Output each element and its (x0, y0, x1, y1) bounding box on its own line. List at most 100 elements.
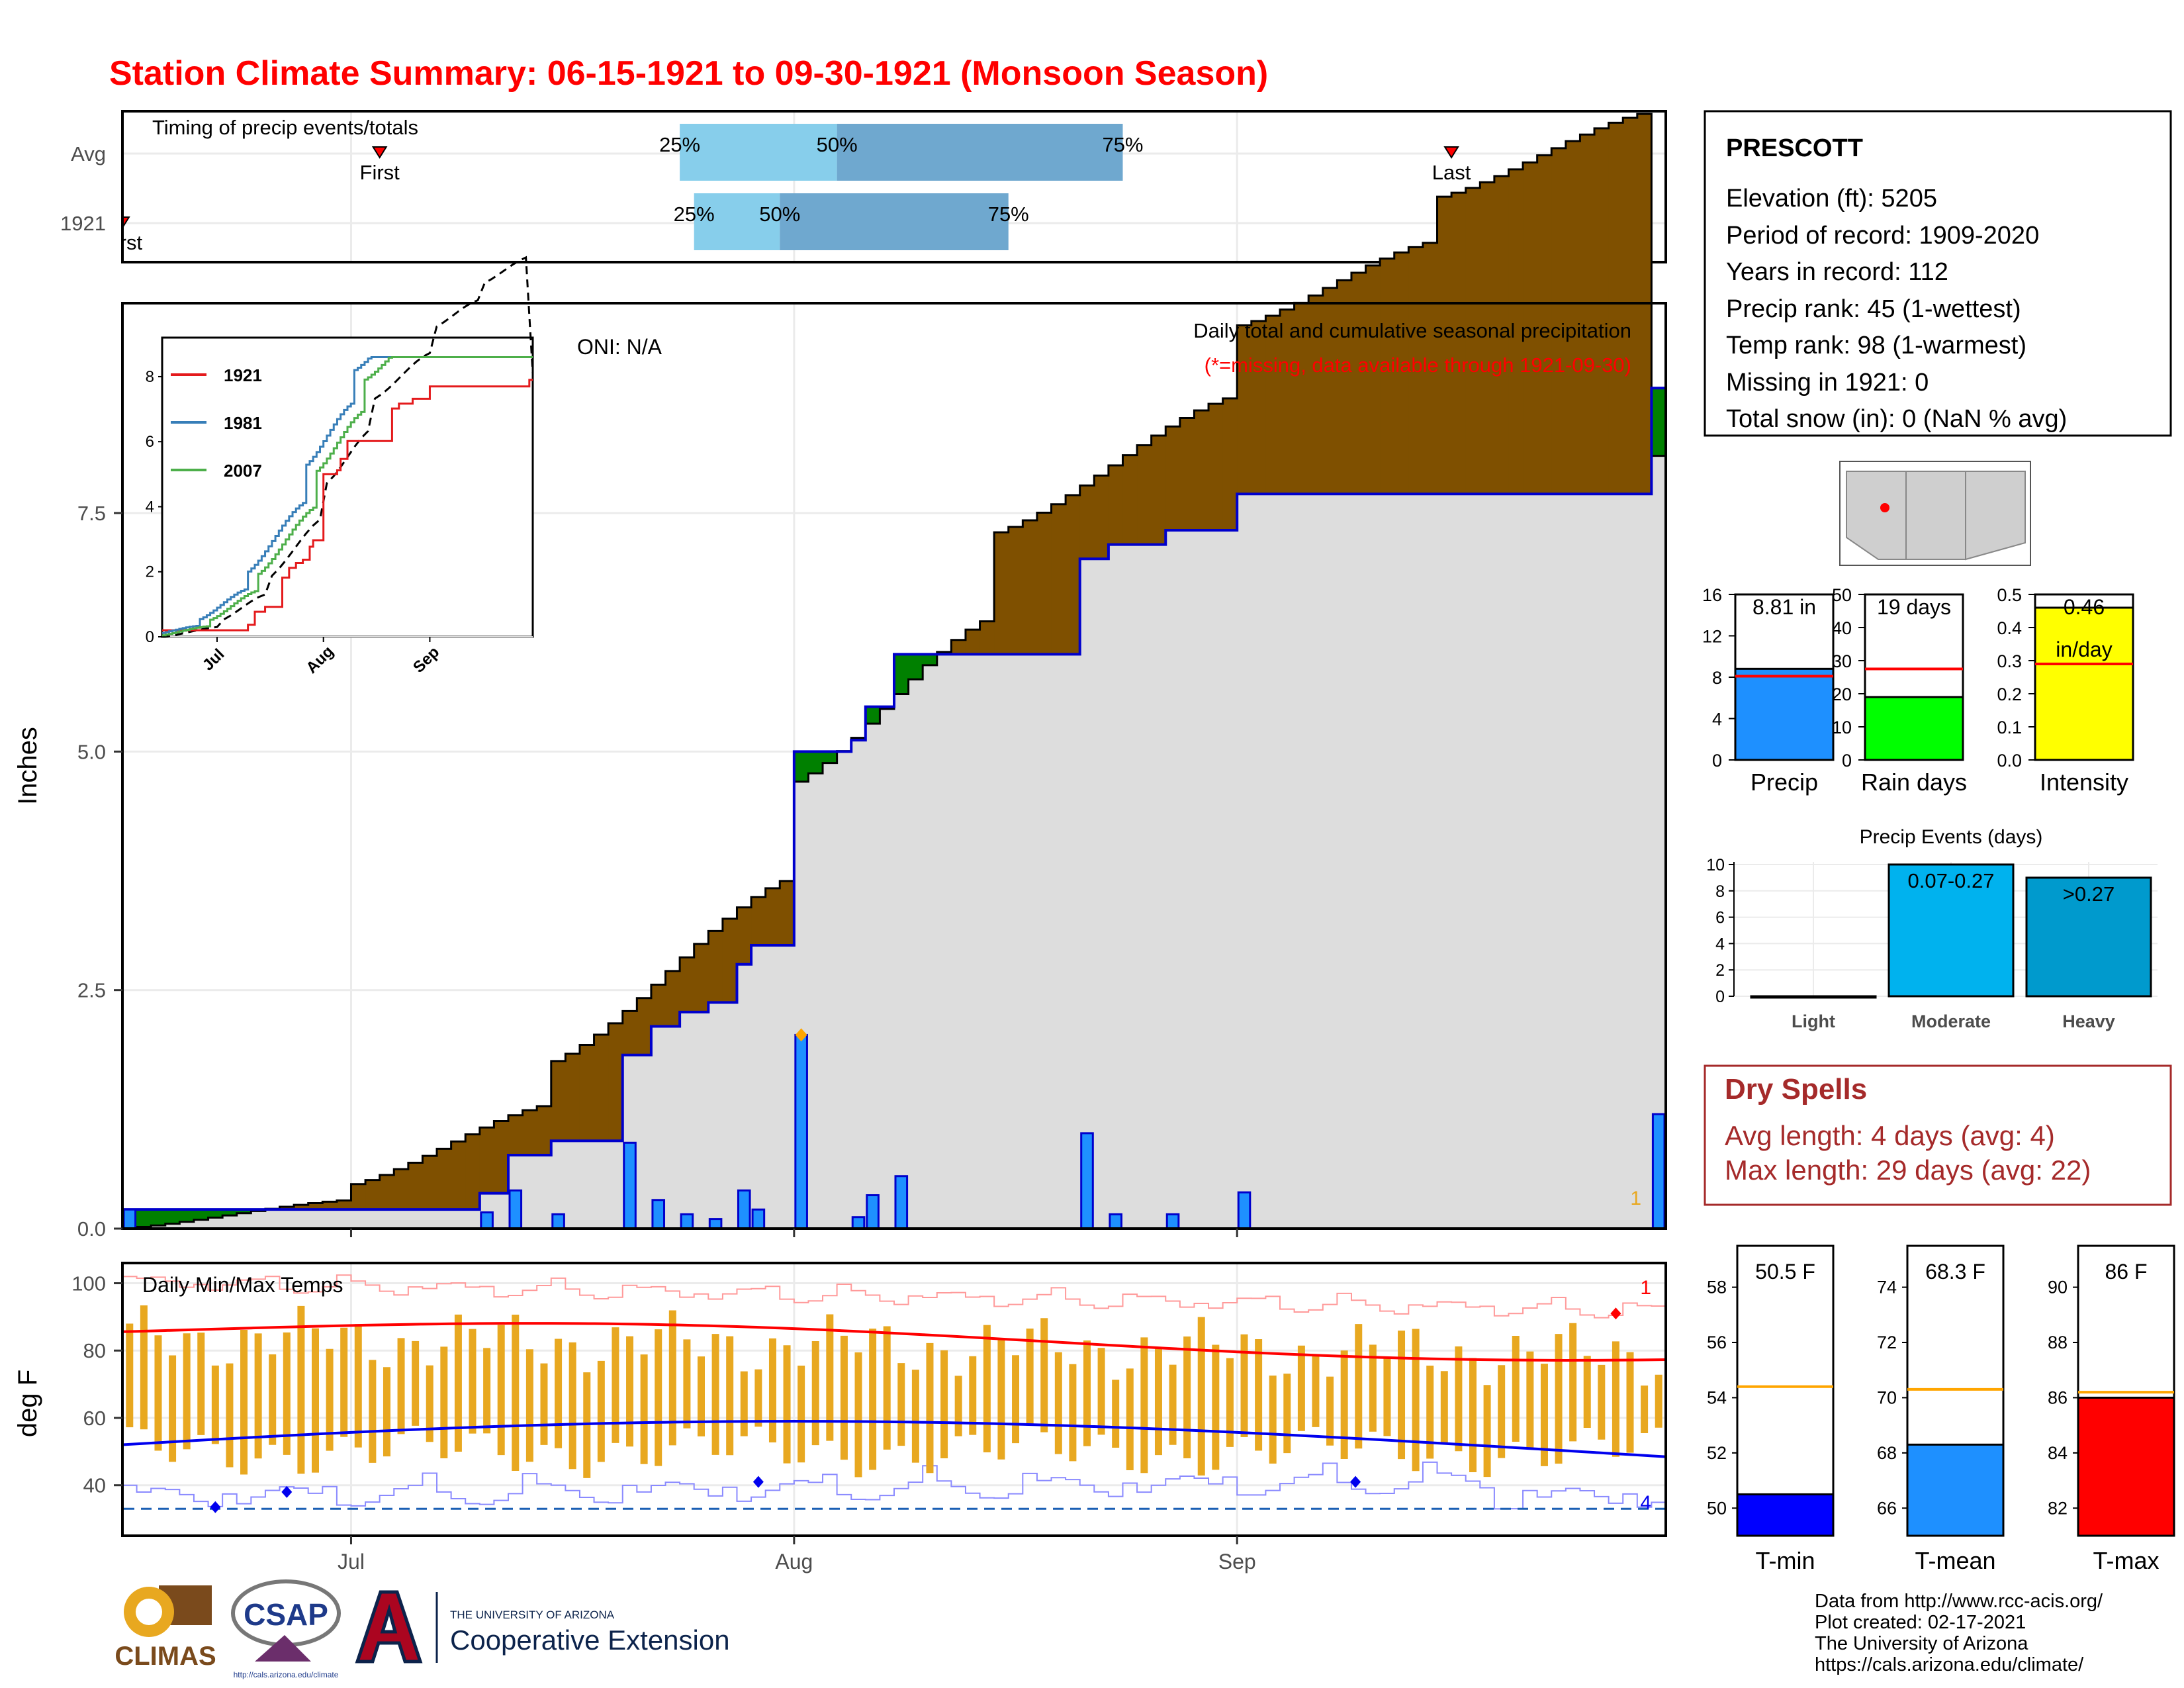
summary-bar-value (1865, 697, 1963, 760)
temp-title: Daily Min/Max Temps (142, 1273, 343, 1297)
temp-summary-ytick-label: 70 (1877, 1387, 1897, 1407)
temp-summary-value-bar (1907, 1444, 2003, 1536)
temp-summary-label: T-mean (1915, 1547, 1995, 1574)
above-average-fill (137, 1209, 152, 1227)
month-label: Aug (775, 1550, 813, 1573)
events-ytick-label: 6 (1715, 909, 1725, 927)
below-average-fill (1180, 418, 1195, 530)
below-average-fill (1566, 141, 1580, 494)
precip-ylabel: Inches (13, 727, 42, 805)
daily-precip-bar (481, 1212, 493, 1229)
below-average-fill (537, 1106, 551, 1155)
csap-logo-url: http://cals.arizona.edu/climate (234, 1670, 339, 1679)
temp-summary-ytick-label: 72 (1877, 1333, 1897, 1352)
events-bar-value-label: 0.07-0.27 (1908, 869, 1995, 892)
below-average-fill (1009, 527, 1023, 654)
below-average-fill (365, 1180, 380, 1210)
below-average-fill (1023, 520, 1037, 654)
daily-precip-bar (867, 1196, 879, 1229)
below-average-fill (480, 1127, 494, 1193)
above-average-fill (151, 1209, 165, 1225)
ua-big-text: Cooperative Extension (450, 1624, 730, 1656)
inset-ytick-label: 4 (146, 498, 154, 516)
below-average-fill (1351, 273, 1366, 494)
dry-spells-box: Dry Spells Avg length: 4 days (avg: 4) M… (1705, 1066, 2171, 1205)
temp-ytick-label: 100 (71, 1272, 106, 1295)
summary-bar-ytick-label: 20 (1832, 684, 1852, 704)
summary-bar-ytick-label: 16 (1702, 585, 1722, 605)
below-average-fill (637, 998, 651, 1055)
below-average-fill (951, 640, 966, 655)
daily-precip-bar (752, 1209, 764, 1229)
events-bar (1751, 996, 1876, 998)
below-average-fill (1080, 485, 1095, 559)
station-elevation: Elevation (ft): 5205 (1726, 185, 1937, 212)
timing-row-label-avg: Avg (71, 142, 106, 165)
daily-precip-bar (1110, 1214, 1122, 1229)
temp-summary-ytick-label: 54 (1707, 1387, 1727, 1407)
daily-precip-bar (653, 1200, 664, 1229)
temp-panel: Daily Min/Max Temps deg F 406080100 1 4 … (13, 1263, 1666, 1573)
inset-ytick-label: 2 (146, 563, 154, 581)
below-average-fill (1066, 495, 1080, 654)
summary-bar-ytick-label: 12 (1702, 627, 1722, 647)
below-average-fill (1109, 465, 1123, 545)
below-average-fill (737, 908, 751, 964)
footer-line-4: https://cals.arizona.edu/climate/ (1815, 1654, 2084, 1675)
temp-ytick-label: 80 (83, 1339, 106, 1362)
temperature-bar-charts: 50 52 54 56 58 50.5 F T-min 66 68 70 72 74 68.3 F T-m… (1707, 1246, 2174, 1574)
summary-bar-value (1735, 669, 1833, 760)
below-average-fill (1251, 321, 1266, 494)
summary-bar-value-label: 19 days (1877, 595, 1951, 619)
below-average-fill (1223, 399, 1238, 530)
above-average-fill (909, 654, 923, 679)
temp-summary-label: T-max (2093, 1547, 2159, 1574)
summary-bar-unit-label: in/day (2056, 637, 2112, 661)
precip-ytick-label: 7.5 (77, 502, 106, 525)
precip-ytick-label: 2.5 (77, 979, 106, 1002)
temp-summary-ytick-label: 74 (1877, 1278, 1897, 1297)
temp-summary-ytick-label: 90 (2048, 1278, 2068, 1297)
temp-summary-ytick-label: 84 (2048, 1443, 2068, 1463)
below-average-fill (1451, 193, 1466, 494)
below-average-fill (966, 630, 980, 654)
station-temp-rank: Temp rank: 98 (1-warmest) (1726, 332, 2026, 359)
precip-subtitle: Daily total and cumulative seasonal prec… (1193, 319, 1631, 342)
timing-last-label: Last (1432, 161, 1471, 184)
below-average-fill (408, 1163, 423, 1210)
below-average-fill (994, 532, 1009, 654)
below-average-fill (608, 1023, 623, 1141)
below-average-fill (565, 1054, 580, 1141)
below-average-fill (351, 1184, 365, 1209)
summary-bar-label: Intensity (2040, 769, 2128, 796)
temp-summary-ytick-label: 68 (1877, 1443, 1897, 1463)
above-average-fill (923, 654, 937, 665)
below-average-fill (1437, 197, 1452, 494)
below-average-fill (1165, 426, 1180, 530)
below-average-fill (465, 1135, 480, 1210)
daily-precip-bar (1081, 1133, 1093, 1229)
inset-legend-1921: 1921 (224, 365, 262, 385)
above-average-fill (194, 1209, 208, 1219)
below-average-fill (708, 931, 723, 1002)
summary-bar-ytick-label: 4 (1712, 710, 1722, 729)
timing-label-q50: 50% (759, 203, 800, 226)
below-average-fill (1265, 316, 1280, 494)
below-average-fill (1594, 128, 1609, 494)
below-average-fill (437, 1149, 451, 1209)
daily-precip-bar (738, 1190, 750, 1229)
below-average-fill (1623, 118, 1637, 494)
temp-count-bottom: 4 (1640, 1492, 1651, 1514)
events-category-label: Light (1792, 1011, 1835, 1031)
station-name: PRESCOTT (1726, 134, 1863, 162)
figure-title: Station Climate Summary: 06-15-1921 to 0… (109, 54, 1268, 93)
events-title: Precip Events (days) (1860, 826, 2043, 848)
new-mexico-state-shape (1906, 471, 1966, 559)
temp-summary-ytick-label: 52 (1707, 1443, 1727, 1463)
inset-legend-1981: 1981 (224, 413, 262, 433)
events-bar-value-label: >0.27 (2063, 882, 2115, 906)
daily-precip-bar (624, 1143, 636, 1229)
events-ytick-label: 2 (1715, 961, 1725, 980)
temp-summary-ytick-label: 82 (2048, 1498, 2068, 1518)
daily-precip-bar (1167, 1214, 1179, 1229)
